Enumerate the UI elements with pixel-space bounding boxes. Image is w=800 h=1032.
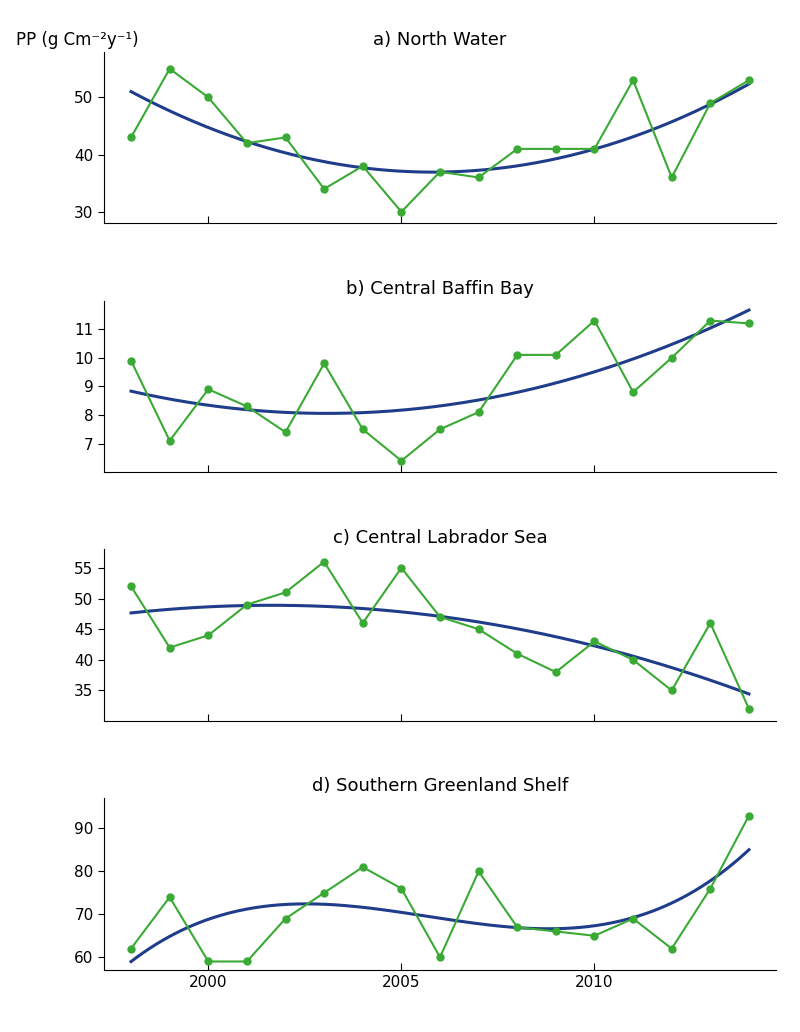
Title: a) North Water: a) North Water <box>374 31 506 49</box>
Text: PP (g Cm⁻²y⁻¹): PP (g Cm⁻²y⁻¹) <box>16 31 138 49</box>
Title: c) Central Labrador Sea: c) Central Labrador Sea <box>333 528 547 547</box>
Title: b) Central Baffin Bay: b) Central Baffin Bay <box>346 280 534 297</box>
Title: d) Southern Greenland Shelf: d) Southern Greenland Shelf <box>312 777 568 796</box>
